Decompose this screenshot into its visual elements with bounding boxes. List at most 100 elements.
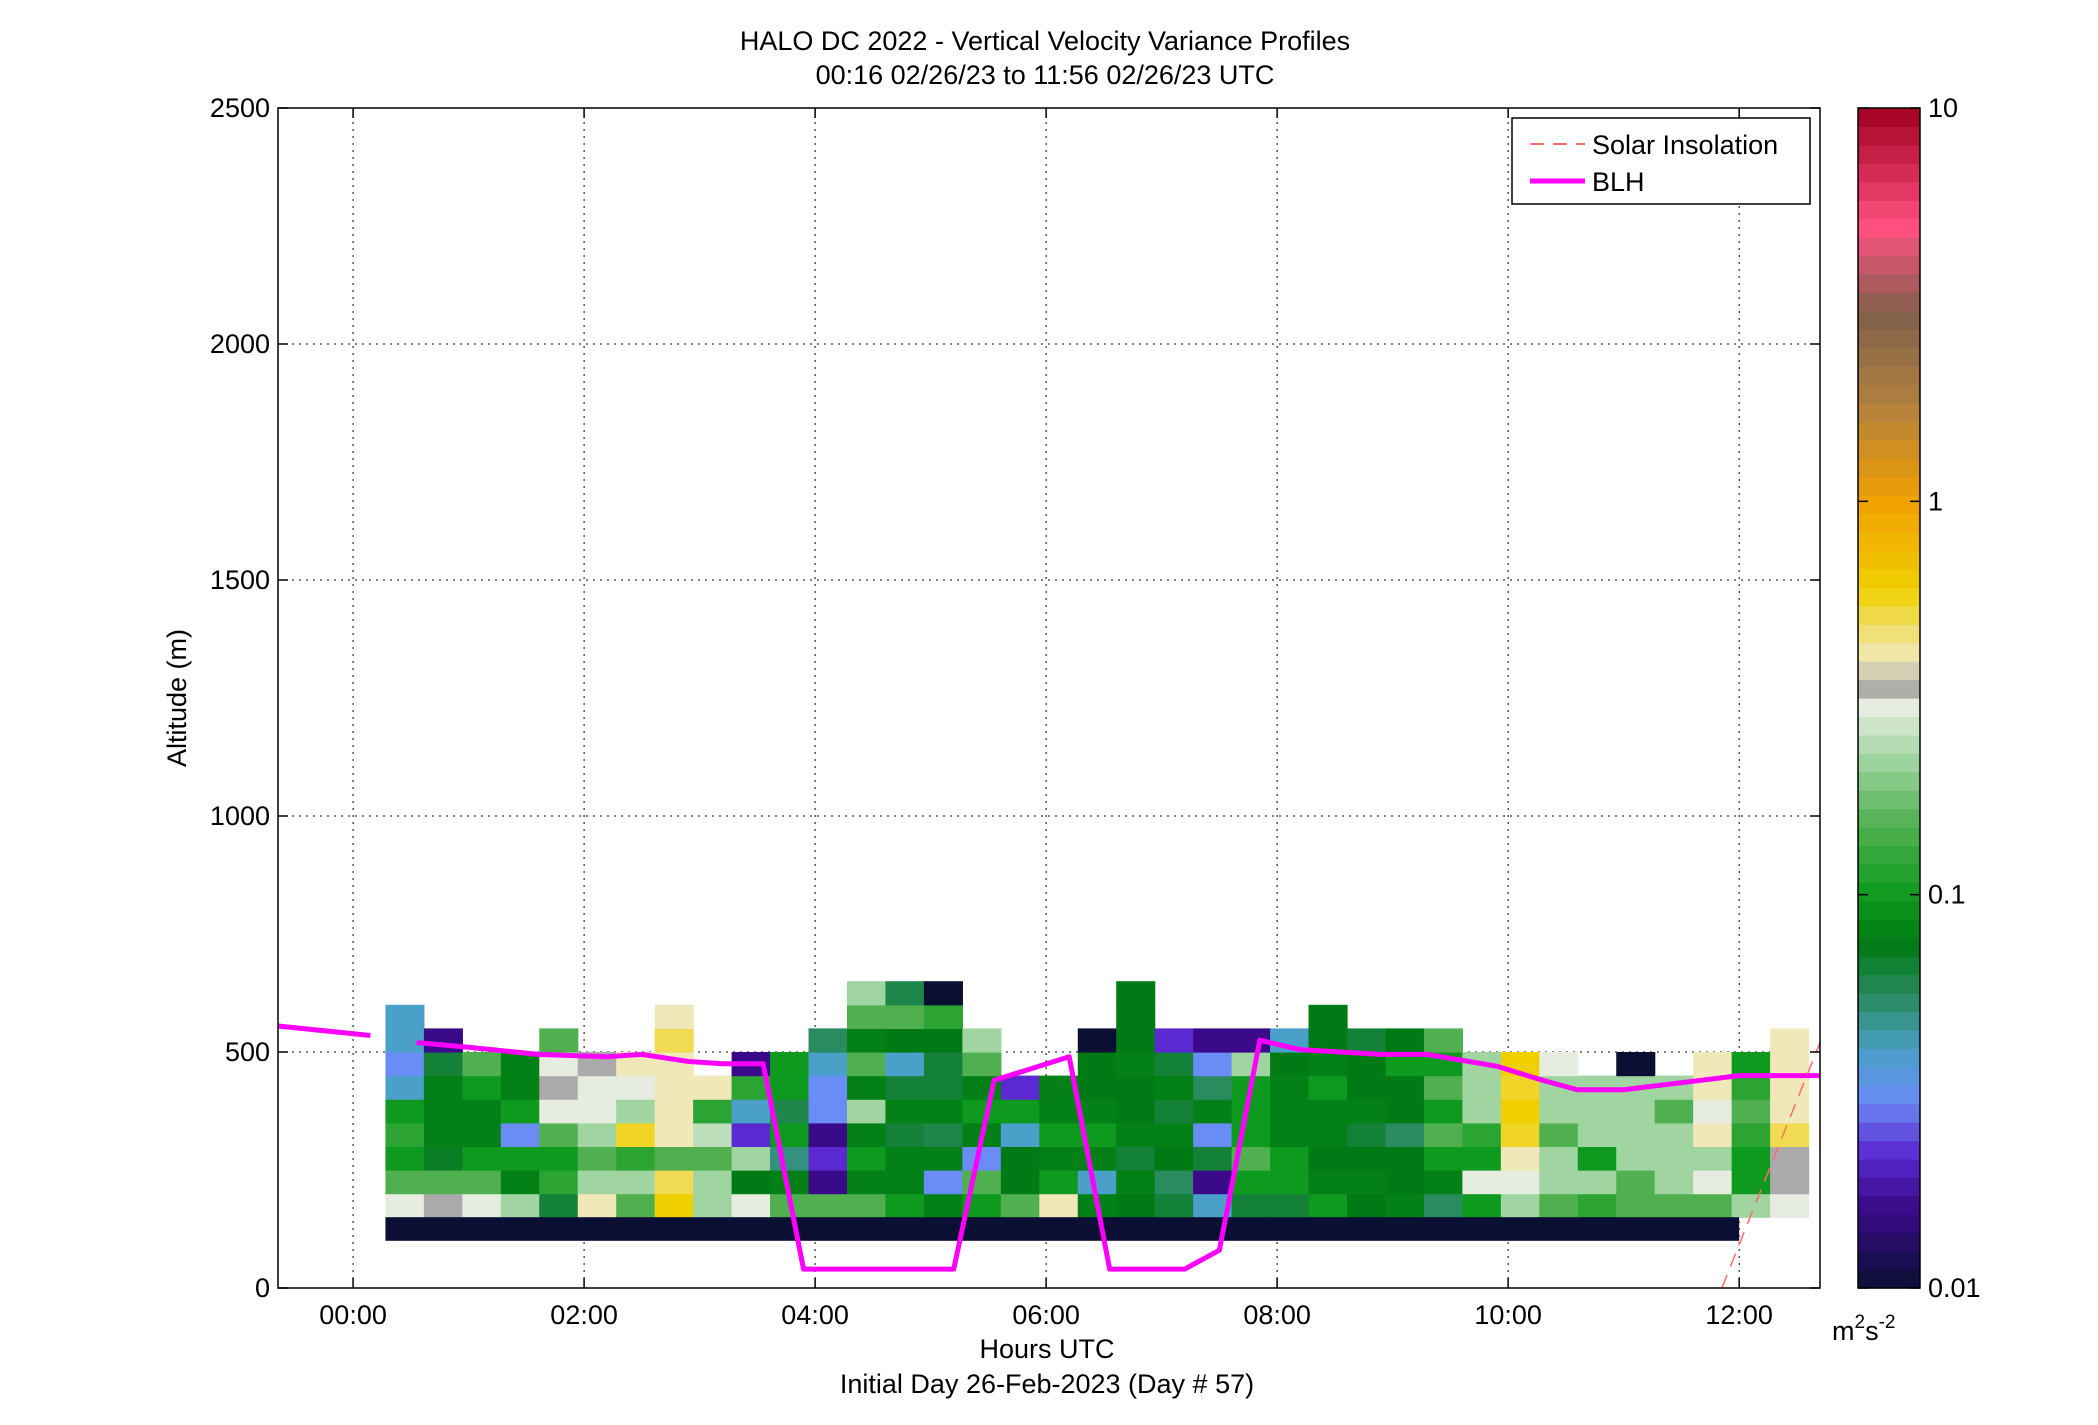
- colorbar-segment: [1858, 273, 1920, 293]
- heatmap-cell: [1654, 1170, 1694, 1195]
- heatmap-cell: [962, 1028, 1002, 1053]
- heatmap-cell: [962, 1146, 1002, 1171]
- heatmap-cell: [1539, 1170, 1579, 1195]
- heatmap-cell: [1308, 1170, 1348, 1195]
- heatmap-cell: [1116, 1004, 1156, 1029]
- heatmap-cell: [1616, 1193, 1656, 1218]
- heatmap-cell: [1385, 1075, 1425, 1100]
- y-tick-label: 1000: [210, 801, 270, 831]
- heatmap-cell: [1654, 1122, 1694, 1147]
- colorbar-segment: [1858, 1177, 1920, 1197]
- heatmap-cell: [1462, 1075, 1502, 1100]
- heatmap-cell: [462, 1052, 502, 1077]
- heatmap-cell: [1270, 1052, 1310, 1077]
- colorbar-segment: [1858, 347, 1920, 367]
- colorbar-segment: [1858, 1251, 1920, 1271]
- heatmap-cell: [654, 1004, 694, 1029]
- colorbar-segment: [1858, 716, 1920, 736]
- heatmap-cell: [1270, 1122, 1310, 1147]
- heatmap-cell: [923, 1193, 963, 1218]
- heatmap-cell: [1347, 1193, 1387, 1218]
- heatmap-cell: [1193, 1146, 1233, 1171]
- colorbar-segment: [1858, 937, 1920, 957]
- heatmap-cell: [423, 1146, 463, 1171]
- heatmap-cell: [462, 1193, 502, 1218]
- colorbar-segment: [1858, 458, 1920, 478]
- heatmap-cell: [539, 1099, 579, 1124]
- heatmap-cell: [923, 1075, 963, 1100]
- heatmap-cell: [1193, 1099, 1233, 1124]
- heatmap-cell: [1308, 1099, 1348, 1124]
- heatmap-cell: [1770, 1170, 1810, 1195]
- colorbar-segment: [1858, 734, 1920, 754]
- heatmap-cell: [1308, 1075, 1348, 1100]
- heatmap-cell: [885, 1052, 925, 1077]
- heatmap-cell: [846, 1099, 887, 1124]
- heatmap-cell: [577, 1122, 617, 1147]
- colorbar-segment: [1858, 587, 1920, 607]
- colorbar-segment: [1858, 439, 1920, 459]
- heatmap-cell: [1347, 1170, 1387, 1195]
- heatmap-cell: [770, 1052, 810, 1077]
- colorbar-segment: [1858, 698, 1920, 718]
- heatmap-cell: [808, 1122, 848, 1147]
- heatmap-cell: [1154, 1146, 1194, 1171]
- heatmap-cell: [1270, 1170, 1310, 1195]
- heatmap-cell: [616, 1099, 656, 1124]
- heatmap-cell: [885, 1075, 925, 1100]
- plot-frame: [277, 107, 1821, 1289]
- heatmap-cell: [385, 1004, 425, 1029]
- colorbar-segment: [1858, 679, 1920, 699]
- colorbar-tick-label: 0.01: [1928, 1273, 1981, 1303]
- heatmap-cell: [846, 1075, 887, 1100]
- colorbar-segment: [1858, 292, 1920, 312]
- heatmap-cell: [846, 1004, 887, 1029]
- heatmap-cell: [731, 1170, 771, 1195]
- heatmap-cell: [539, 1075, 579, 1100]
- heatmap-cell: [1770, 1028, 1810, 1053]
- heatmap-cell: [1654, 1146, 1694, 1171]
- heatmap-cell: [885, 1146, 925, 1171]
- heatmap-cell: [1154, 1052, 1194, 1077]
- y-tick-label: 1500: [210, 565, 270, 595]
- heatmap-cell: [1116, 1028, 1156, 1053]
- heatmap-cell: [1423, 1075, 1463, 1100]
- heatmap-cell: [693, 1122, 733, 1147]
- heatmap-cell: [1270, 1075, 1310, 1100]
- colorbar-segment: [1858, 329, 1920, 349]
- heatmap-cell: [923, 1146, 963, 1171]
- heatmap-cell: [693, 1146, 733, 1171]
- heatmap-cell: [923, 1004, 963, 1029]
- heatmap-cell: [500, 1122, 540, 1147]
- heatmap-cell: [1693, 1099, 1733, 1124]
- heatmap-cell: [1385, 1099, 1425, 1124]
- heatmap-cell: [500, 1075, 540, 1100]
- colorbar-segment: [1858, 1232, 1920, 1252]
- colorbar-segment: [1858, 200, 1920, 220]
- colorbar-segment: [1858, 919, 1920, 939]
- axes: 00:00 02:00 04:00 06:00 08:00 10:00 12:00 0 500 1…: [210, 93, 1820, 1330]
- x-tick-label: 06:00: [1012, 1300, 1080, 1330]
- heatmap-cell: [462, 1099, 502, 1124]
- heatmap-cell: [1347, 1146, 1387, 1171]
- y-axis-label: Altitude (m): [162, 629, 192, 767]
- heatmap-cell: [923, 1122, 963, 1147]
- heatmap-cell: [808, 1193, 848, 1218]
- heatmap-cell: [577, 1146, 617, 1171]
- heatmap-cell: [1577, 1170, 1617, 1195]
- heatmap-cell: [616, 1122, 656, 1147]
- heatmap-cell: [1731, 1146, 1771, 1171]
- heatmap-cell: [1423, 1146, 1463, 1171]
- heatmap-cell: [923, 1052, 963, 1077]
- heatmap-cell: [1423, 1028, 1463, 1053]
- heatmap-cell: [539, 1122, 579, 1147]
- heatmap-cell: [1039, 1099, 1079, 1124]
- heatmap-cell: [1423, 1099, 1463, 1124]
- heatmap-cell: [1731, 1122, 1771, 1147]
- colorbar-unit-sup1: 2: [1855, 1312, 1866, 1333]
- heatmap-cell: [1616, 1122, 1656, 1147]
- colorbar-unit-base: m: [1832, 1316, 1855, 1346]
- colorbar: 0.01 0.1 1 10 m2s-2: [1832, 93, 1981, 1346]
- colorbar-segment: [1858, 624, 1920, 644]
- heatmap-cell: [1116, 1075, 1156, 1100]
